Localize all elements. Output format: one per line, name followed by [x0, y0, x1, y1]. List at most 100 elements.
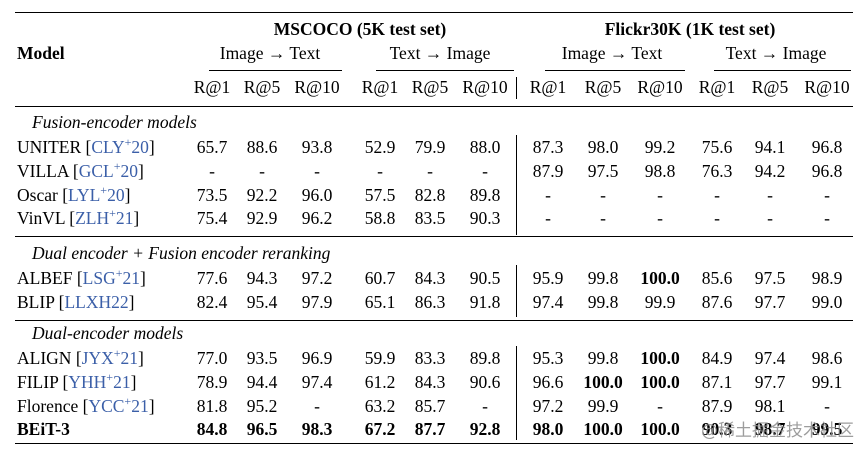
table-cell: 97.7 — [754, 371, 786, 392]
dataset-separator — [516, 265, 517, 317]
table-cell: 84.3 — [414, 371, 446, 392]
dataset-separator — [516, 346, 517, 440]
table-cell: 60.7 — [364, 268, 396, 288]
table-cell: - — [657, 184, 663, 205]
table-cell: 97.4 — [301, 371, 333, 392]
metric-header: R@10 — [294, 77, 340, 97]
section-rule — [15, 319, 853, 321]
table-cell: 84.8 — [196, 419, 228, 440]
metric-header: R@5 — [584, 77, 622, 97]
citation-sup: + — [113, 346, 121, 361]
metric-header: R@1 — [698, 77, 736, 97]
model-name-text: ALIGN — [17, 348, 72, 368]
citation-bracket: ] — [148, 395, 155, 416]
citation-sup: + — [124, 393, 132, 408]
citation-year: 21 — [113, 371, 131, 392]
table-cell: 81.8 — [196, 395, 228, 416]
citation-year: 21 — [115, 208, 134, 229]
table-cell: - — [259, 160, 265, 181]
table-cell: 94.4 — [246, 371, 278, 392]
citation-link[interactable]: GCL+20 — [79, 160, 138, 181]
citation-link[interactable]: JYX+21 — [82, 346, 138, 368]
direction-subheader: Text → Image — [725, 43, 827, 63]
table-cell: 59.9 — [364, 348, 396, 368]
table-cell: 73.5 — [196, 184, 228, 205]
model-name-text: BLIP — [17, 291, 55, 312]
citation-link[interactable]: YCC+21 — [88, 393, 148, 416]
table-cell: 92.2 — [246, 184, 278, 205]
citation-sup: + — [109, 206, 116, 221]
citation-link[interactable]: LLXH22 — [64, 292, 128, 312]
table-cell: 97.2 — [301, 268, 333, 288]
table-cell: 89.8 — [469, 348, 501, 368]
group-title: MSCOCO (5K test set) — [273, 19, 447, 39]
citation-sup: + — [115, 266, 123, 281]
table-cell: - — [545, 208, 551, 229]
direction-subheader: Image → Text — [219, 43, 321, 63]
table-cell: 90.6 — [469, 371, 501, 392]
table-cell: 65.1 — [364, 291, 396, 312]
citation-key: ZLH — [75, 208, 110, 229]
table-cell: - — [482, 160, 488, 181]
table-cell: 92.8 — [469, 419, 501, 440]
section-title: Fusion-encoder models — [32, 112, 197, 132]
citation-link[interactable]: LSG+21 — [83, 266, 140, 288]
model-name: VILLA [GCL+20] — [17, 160, 144, 181]
bottom-rule — [15, 443, 853, 445]
citation-bracket: [ — [58, 371, 69, 392]
table-cell: 97.4 — [532, 291, 564, 312]
table-cell: 96.8 — [811, 160, 843, 181]
model-name-text: ALBEF — [17, 268, 73, 288]
subheader-rule — [209, 70, 342, 71]
table-cell: 83.5 — [414, 208, 446, 229]
citation-sup: + — [100, 182, 108, 197]
table-cell: 58.8 — [364, 208, 396, 229]
table-cell: 61.2 — [364, 371, 396, 392]
citation-bracket: ] — [148, 137, 155, 157]
table-cell: 77.6 — [196, 268, 228, 288]
table-cell: 87.9 — [532, 160, 564, 181]
table-cell: - — [600, 184, 606, 205]
citation-bracket: ] — [128, 291, 135, 312]
table-cell: 65.7 — [196, 137, 228, 157]
table-cell: 92.9 — [246, 208, 278, 229]
subheader-rule — [545, 70, 685, 71]
table-cell: 96.5 — [246, 419, 278, 440]
table-cell: 88.0 — [469, 137, 501, 157]
table-cell: 88.6 — [246, 137, 278, 157]
model-name: BEiT-3 — [17, 419, 70, 439]
citation-year: 20 — [131, 137, 149, 157]
table-cell: 94.2 — [754, 160, 786, 181]
table-cell: - — [600, 208, 606, 229]
citation-link[interactable]: YHH+21 — [68, 371, 131, 392]
table-cell: 99.5 — [811, 419, 843, 440]
table-cell: 98.3 — [301, 419, 333, 440]
table-cell: 76.3 — [701, 160, 733, 181]
table-cell: 99.2 — [644, 137, 676, 157]
model-name-text: VinVL — [17, 208, 65, 229]
table-cell: - — [767, 184, 773, 205]
citation-bracket: ] — [138, 160, 144, 181]
citation-year: 21 — [122, 268, 140, 288]
table-cell: 63.2 — [364, 395, 396, 416]
citation-link[interactable]: ZLH+21 — [75, 206, 134, 229]
table-cell: 87.3 — [532, 137, 564, 157]
model-name-text: BEiT-3 — [17, 419, 70, 440]
model-name: Oscar [LYL+20] — [17, 182, 130, 205]
table-cell: 87.6 — [701, 291, 733, 312]
table-cell: 96.6 — [532, 371, 564, 392]
table-cell: 96.2 — [301, 208, 333, 229]
model-name-text: VILLA — [17, 160, 69, 181]
citation-link[interactable]: CLY+20 — [91, 136, 149, 157]
metric-header: R@5 — [411, 77, 449, 97]
table-cell: 78.9 — [196, 371, 228, 392]
table-cell: 82.8 — [414, 184, 446, 205]
table-cell: - — [427, 160, 433, 181]
citation-link[interactable]: LYL+20 — [68, 182, 125, 205]
table-cell: - — [657, 395, 663, 416]
table-cell: - — [824, 208, 830, 229]
table-cell: 99.8 — [587, 268, 619, 288]
citation-year: 20 — [107, 184, 125, 205]
table-cell: 95.9 — [532, 268, 564, 288]
table-cell: 75.6 — [701, 137, 733, 157]
